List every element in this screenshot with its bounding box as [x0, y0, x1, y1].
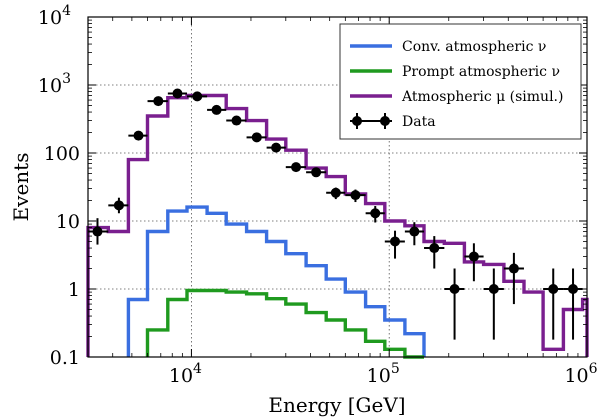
- data-marker: [370, 208, 381, 219]
- data-point: [226, 115, 247, 126]
- data-point: [483, 268, 504, 340]
- legend-label: Data: [402, 114, 436, 130]
- series-step-1: [145, 288, 424, 359]
- data-point: [266, 142, 286, 153]
- series-layer: [86, 88, 589, 359]
- y-tick-label: 0.1: [50, 347, 80, 369]
- x-tick-label-exponent: 5: [391, 361, 400, 377]
- data-marker: [92, 226, 103, 237]
- data-marker: [231, 115, 242, 126]
- y-tick-label-exponent: 4: [62, 3, 71, 19]
- legend-entries: Conv. atmospheric ν Prompt atmospheric ν A…: [350, 39, 563, 130]
- data-point: [365, 206, 385, 223]
- data-point: [404, 222, 425, 246]
- data-point: [207, 104, 227, 115]
- data-marker: [449, 284, 460, 294]
- data-point: [326, 187, 346, 200]
- data-marker: [468, 251, 479, 262]
- data-point: [246, 132, 267, 143]
- x-tick-label: 105: [367, 361, 400, 387]
- data-marker: [251, 132, 262, 143]
- data-marker: [390, 236, 401, 247]
- data-point: [503, 252, 524, 305]
- data-marker: [568, 284, 579, 294]
- data-point: [444, 268, 465, 340]
- data-marker: [350, 190, 361, 201]
- data-marker: [192, 91, 203, 102]
- x-axis-label: Energy [GeV]: [268, 393, 405, 417]
- series-step-2: [86, 93, 589, 357]
- legend-label: Atmospheric μ (simul.): [401, 89, 563, 105]
- data-marker: [409, 226, 420, 237]
- data-point: [563, 268, 583, 340]
- series-step-0: [126, 205, 426, 357]
- data-point: [187, 91, 208, 102]
- data-marker: [211, 104, 222, 115]
- y-axis-label: Events: [9, 153, 33, 222]
- data-point: [108, 197, 129, 214]
- y-tick-label: 10: [56, 211, 80, 233]
- legend: Conv. atmospheric ν Prompt atmospheric ν A…: [339, 23, 582, 140]
- data-marker: [271, 142, 282, 153]
- legend-label: Prompt atmospheric ν: [402, 64, 560, 80]
- data-point: [88, 218, 109, 245]
- data-point: [424, 236, 445, 269]
- data-point: [345, 189, 366, 203]
- data-marker: [488, 284, 499, 294]
- data-marker: [153, 96, 164, 107]
- data-marker: [172, 88, 183, 99]
- data-point: [167, 88, 188, 99]
- data-marker: [429, 243, 440, 254]
- y-tick-label-exponent: 3: [62, 71, 71, 87]
- plot-frame: [87, 16, 588, 358]
- x-tick-label-exponent: 4: [193, 361, 202, 377]
- y-tick-label: 1: [68, 279, 80, 301]
- data-marker: [508, 263, 519, 274]
- data-marker: [291, 162, 302, 173]
- data-point: [285, 162, 307, 173]
- data-marker: [311, 167, 322, 178]
- data-point: [464, 243, 484, 282]
- legend-swatch-marker: [352, 116, 362, 126]
- x-tick-label-exponent: 6: [589, 361, 598, 377]
- data-point: [384, 230, 405, 259]
- data-marker: [548, 284, 559, 294]
- data-point: [543, 268, 564, 340]
- data-point: [147, 96, 168, 107]
- legend-label: Conv. atmospheric ν: [402, 39, 546, 55]
- data-marker: [113, 200, 124, 211]
- data-point: [128, 130, 148, 141]
- data-marker: [330, 187, 341, 198]
- data-point: [306, 167, 327, 178]
- ticks: [88, 16, 588, 358]
- legend-swatch-marker: [380, 116, 390, 126]
- data-marker: [133, 130, 144, 141]
- y-tick-label: 100: [44, 143, 80, 165]
